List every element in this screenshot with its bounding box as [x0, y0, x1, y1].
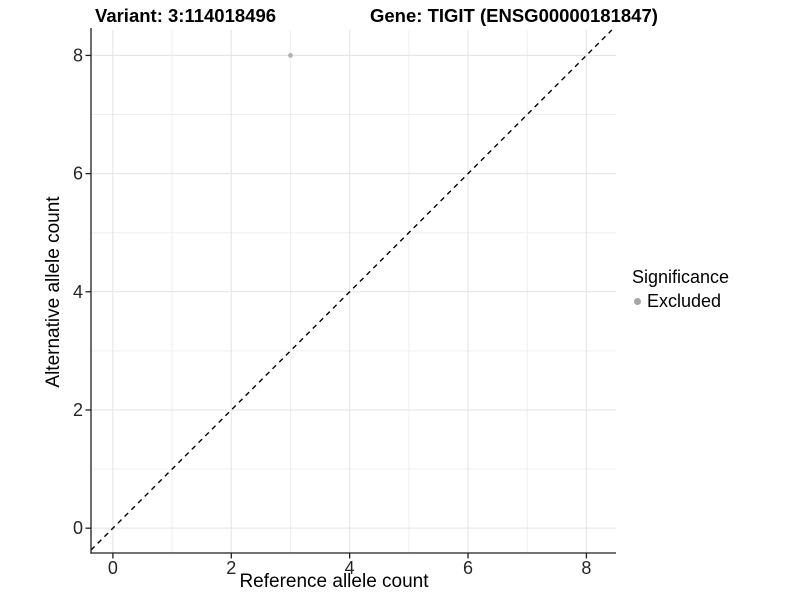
y-tick-label: 2: [73, 400, 83, 420]
y-tick-label: 6: [73, 164, 83, 184]
x-tick-label: 0: [108, 558, 118, 578]
plot-title-variant: Variant: 3:114018496: [95, 5, 277, 26]
x-tick-label: 4: [345, 558, 355, 578]
axis-ticks: [85, 54, 588, 559]
legend-entry-label: Excluded: [647, 291, 722, 311]
legend-point-icon: [634, 298, 641, 305]
data-point: [288, 53, 293, 58]
x-tick-labels: 0 2 4 6 8: [108, 558, 592, 578]
x-axis-label: Reference allele count: [239, 571, 429, 592]
y-axis-label: Alternative allele count: [43, 196, 64, 388]
identity-line: [90, 29, 613, 551]
x-tick-label: 6: [463, 558, 473, 578]
legend-title: Significance: [632, 267, 730, 287]
x-tick-label: 8: [581, 558, 591, 578]
grid-minor: [91, 30, 616, 553]
x-tick-label: 2: [226, 558, 236, 578]
y-tick-label: 0: [73, 518, 83, 538]
plot-title-gene: Gene: TIGIT (ENSG00000181847): [370, 5, 658, 26]
legend-entry-excluded: Excluded: [632, 291, 729, 312]
y-tick-label: 4: [73, 282, 83, 302]
y-tick-label: 8: [73, 45, 83, 65]
y-tick-labels: 0 2 4 6 8: [73, 45, 83, 538]
grid-major: [91, 30, 616, 553]
data-points: [288, 53, 293, 58]
legend: Significance Excluded: [632, 267, 729, 312]
